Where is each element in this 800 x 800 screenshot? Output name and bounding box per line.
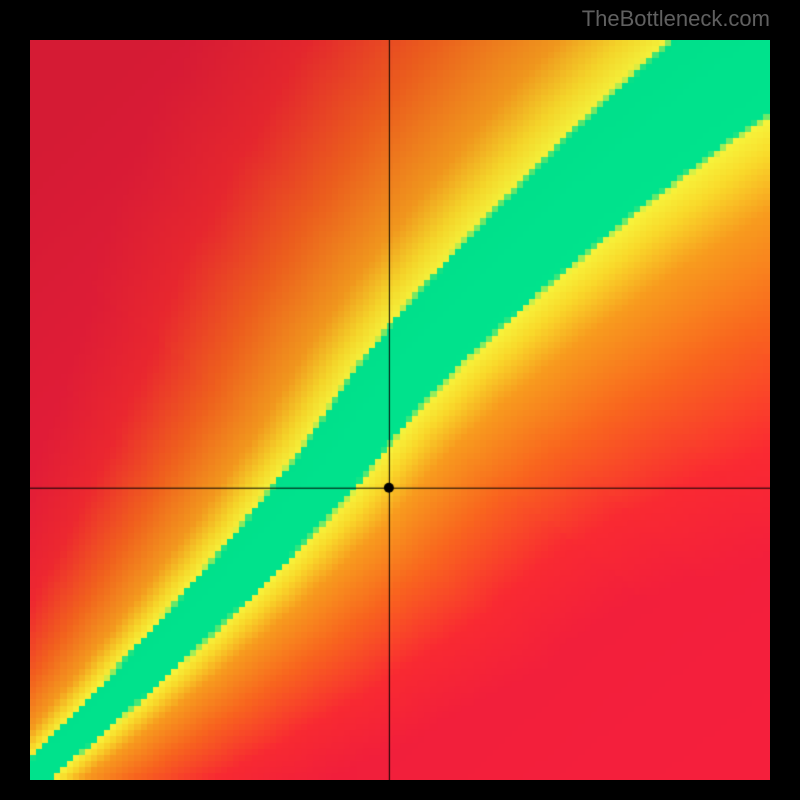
attribution-text: TheBottleneck.com	[582, 6, 770, 32]
chart-container: TheBottleneck.com	[0, 0, 800, 800]
heatmap-canvas	[30, 40, 770, 780]
heatmap-plot	[30, 40, 770, 780]
